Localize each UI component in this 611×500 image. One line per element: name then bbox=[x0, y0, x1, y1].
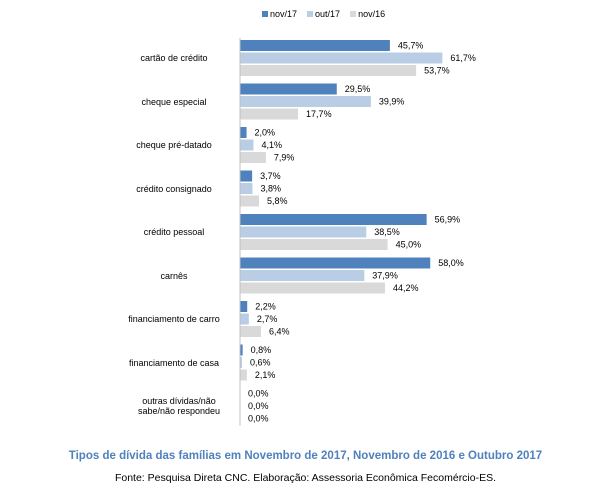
value-label: 3,8% bbox=[260, 183, 281, 193]
value-label: 2,1% bbox=[255, 370, 276, 380]
value-label: 53,7% bbox=[424, 65, 450, 75]
value-label: 58,0% bbox=[438, 258, 464, 268]
value-label: 2,7% bbox=[257, 314, 278, 324]
legend-label: nov/16 bbox=[358, 9, 385, 19]
value-label: 29,5% bbox=[345, 84, 371, 94]
bar bbox=[240, 52, 443, 64]
bar bbox=[240, 214, 427, 225]
value-label: 2,2% bbox=[255, 301, 276, 311]
category-label: cheque especial bbox=[141, 96, 207, 107]
bar bbox=[240, 313, 249, 325]
value-label: 44,2% bbox=[393, 283, 419, 293]
value-label: 2,0% bbox=[255, 127, 276, 137]
bar bbox=[240, 357, 242, 368]
value-label: 0,0% bbox=[248, 401, 269, 411]
value-label: 0,0% bbox=[248, 388, 269, 398]
bar bbox=[240, 65, 417, 76]
value-label: 5,8% bbox=[267, 196, 288, 206]
category-label: carnês bbox=[160, 270, 188, 281]
bar bbox=[240, 326, 261, 337]
bar bbox=[240, 301, 248, 312]
value-label: 7,9% bbox=[274, 152, 295, 162]
bar bbox=[240, 170, 253, 182]
category-label: financiamento de casa bbox=[128, 357, 220, 368]
value-label: 61,7% bbox=[450, 53, 476, 63]
category-label: cartão de crédito bbox=[140, 53, 208, 63]
value-label: 0,0% bbox=[248, 413, 269, 423]
value-label: 0,8% bbox=[251, 345, 272, 355]
legend-swatch bbox=[262, 11, 268, 17]
category-label: crédito pessoal bbox=[143, 227, 205, 237]
legend-swatch bbox=[307, 11, 314, 17]
value-label: 39,9% bbox=[379, 96, 405, 106]
bar bbox=[240, 282, 385, 294]
bar bbox=[240, 239, 388, 250]
bar bbox=[240, 344, 243, 356]
category-label: financiamento de carro bbox=[128, 314, 220, 324]
value-label: 3,7% bbox=[260, 171, 281, 181]
bar bbox=[240, 270, 365, 281]
value-label: 0,6% bbox=[250, 357, 271, 367]
legend-label: nov/17 bbox=[270, 9, 297, 19]
bar bbox=[240, 183, 253, 194]
bar bbox=[240, 96, 371, 107]
chart: nov/17 out/17 nov/16 45,7% 61,7%53,7% 29,5% 39… bbox=[239, 9, 476, 426]
bar bbox=[240, 226, 367, 238]
bar bbox=[240, 152, 266, 163]
bar bbox=[240, 139, 254, 151]
source-note: Fonte: Pesquisa Direta CNC. Elaboração: … bbox=[114, 472, 497, 484]
bar bbox=[240, 127, 247, 138]
value-label: 17,7% bbox=[306, 109, 332, 119]
value-label: 37,9% bbox=[372, 270, 398, 280]
value-label: 45,7% bbox=[398, 40, 424, 50]
value-label: 4,1% bbox=[261, 140, 282, 150]
category-label: crédito consignado bbox=[136, 183, 212, 194]
legend-label: out/17 bbox=[315, 9, 340, 19]
value-label: 56,9% bbox=[435, 214, 461, 224]
value-label: 38,5% bbox=[374, 227, 400, 237]
bar bbox=[240, 83, 337, 95]
chart-title: Tipos de dívida das famílias em Novembro… bbox=[68, 450, 543, 462]
bar bbox=[240, 369, 247, 381]
category-label: outras dívidas/não sabe/não respondeu bbox=[137, 396, 221, 416]
bar bbox=[240, 108, 299, 120]
value-label: 6,4% bbox=[269, 326, 290, 336]
bar bbox=[240, 195, 260, 207]
legend-swatch bbox=[350, 11, 357, 17]
category-label: cheque pré-datado bbox=[136, 140, 212, 150]
bar bbox=[240, 40, 390, 51]
bar bbox=[240, 257, 431, 269]
value-label: 45,0% bbox=[396, 239, 422, 249]
